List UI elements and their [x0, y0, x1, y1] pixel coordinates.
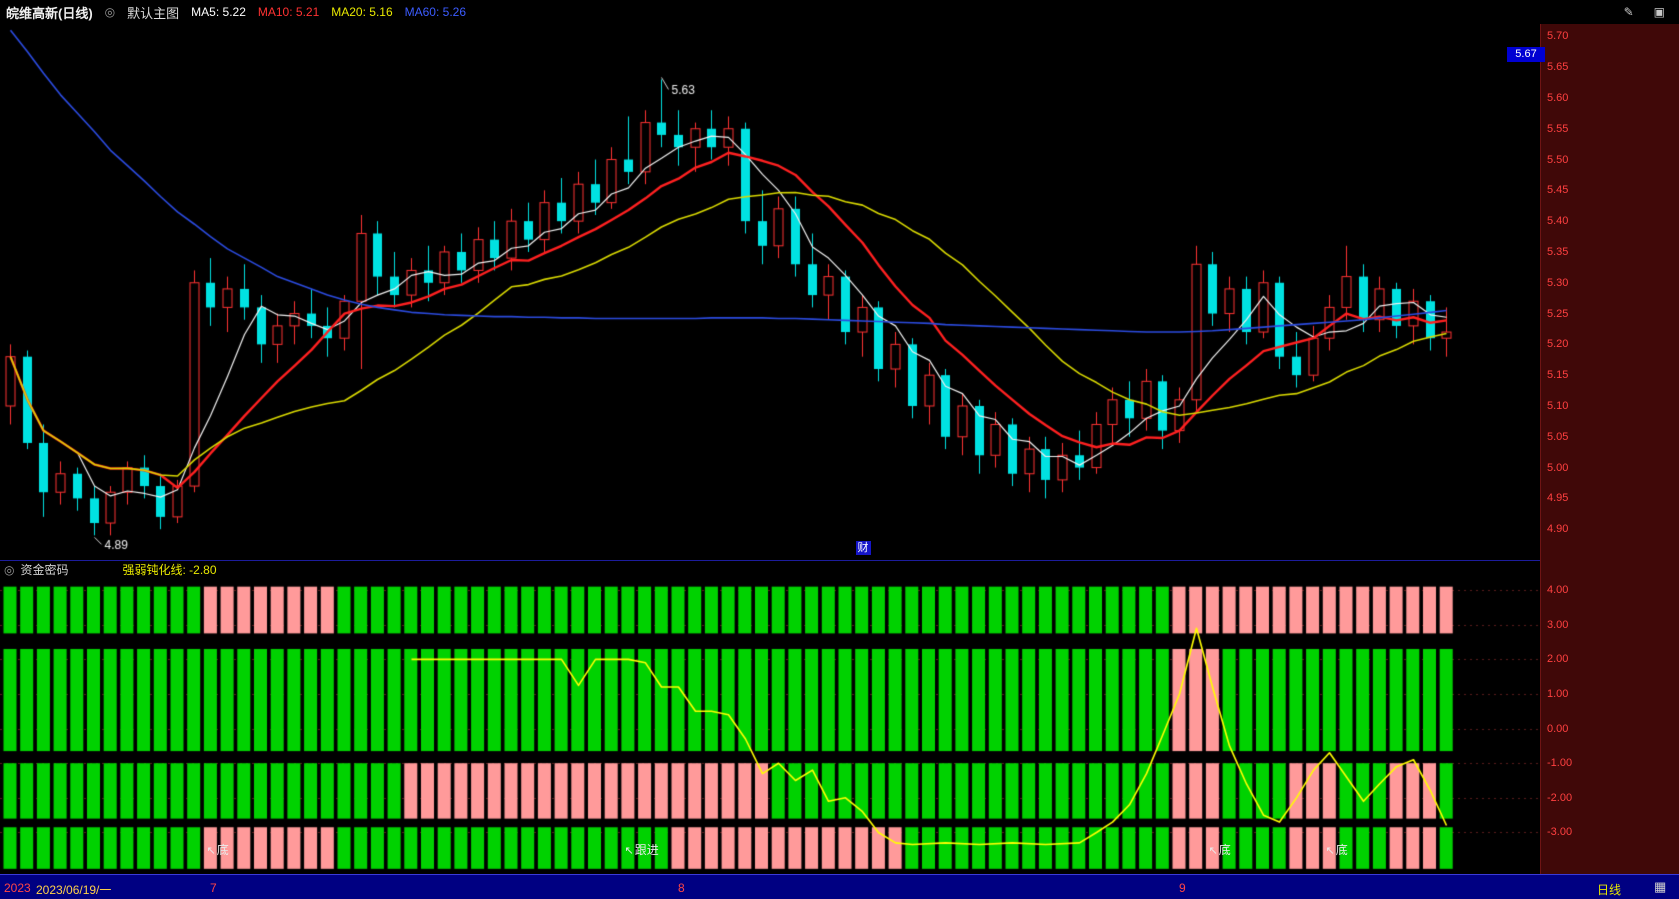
maximize-icon[interactable]: ▣: [1653, 5, 1665, 19]
price-tick-label: 5.30: [1547, 277, 1569, 289]
signal-marker-label: 底: [216, 843, 229, 857]
price-tick-label: 5.45: [1547, 184, 1569, 196]
date-label: 2023/06/19/一: [36, 883, 112, 897]
signal-marker-label: 底: [1218, 843, 1231, 857]
price-tick-label: 5.55: [1547, 123, 1569, 135]
time-axis-bar: 2023 2023/06/19/一 日线 ▦ 7 8 9: [0, 874, 1679, 899]
arrow-up-left-icon: ↖: [1208, 845, 1218, 857]
indicator-toggle-icon[interactable]: ◎: [4, 562, 15, 577]
ma5-value-label: MA5: 5.22: [191, 5, 246, 19]
indicator-tick-label: 0.00: [1547, 723, 1569, 735]
indicator-tick-label: -2.00: [1547, 792, 1573, 804]
indicator-tick-label: -1.00: [1547, 757, 1573, 769]
topbar: 皖维高新(日线) ◎ 默认主图 MA5: 5.22 MA10: 5.21 MA2…: [0, 0, 1679, 24]
year-label: 2023: [4, 881, 31, 895]
arrow-up-left-icon: ↖: [206, 845, 216, 857]
price-tick-label: 5.70: [1547, 30, 1569, 42]
current-price-badge: 5.67: [1507, 47, 1545, 62]
price-tick-label: 5.35: [1547, 246, 1569, 258]
price-tick-label: 4.95: [1547, 492, 1569, 504]
chart-style-toggle-icon[interactable]: ◎: [104, 5, 116, 19]
indicator-tick-label: -3.00: [1547, 826, 1573, 838]
indicator-header: ◎ 资金密码 强弱钝化线: -2.80: [0, 560, 1540, 578]
stock-title[interactable]: 皖维高新(日线): [6, 5, 93, 21]
layout-grid-icon[interactable]: ▦: [1654, 879, 1667, 894]
price-tick-label: 5.60: [1547, 92, 1569, 104]
price-tick-label: 5.10: [1547, 400, 1569, 412]
signal-marker: ↖跟进: [625, 841, 659, 858]
indicator-tick-label: 2.00: [1547, 653, 1569, 665]
indicator-tick-label: 3.00: [1547, 619, 1569, 631]
indicator-tick-label: 4.00: [1547, 584, 1569, 596]
indicator-line-value: 强弱钝化线: -2.80: [122, 563, 217, 577]
period-label[interactable]: 日线: [1597, 883, 1622, 897]
ma20-value-label: MA20: 5.16: [331, 5, 393, 19]
month-tick-label: 7: [210, 881, 217, 895]
ma60-value-label: MA60: 5.26: [404, 5, 466, 19]
price-tick-label: 5.05: [1547, 431, 1569, 443]
indicator-tick-label: 1.00: [1547, 688, 1569, 700]
news-flag[interactable]: 财: [855, 541, 871, 555]
price-tick-label: 5.40: [1547, 215, 1569, 227]
indicator-chart-canvas[interactable]: [0, 578, 1540, 874]
ma10-value-label: MA10: 5.21: [257, 5, 320, 19]
month-tick-label: 8: [678, 881, 685, 895]
indicator-name[interactable]: 资金密码: [20, 563, 69, 577]
arrow-up-left-icon: ↖: [624, 845, 634, 857]
price-axis: 5.67 5.70 5.65 5.60 5.55 5.50 5.45 5.40 5.35 5.3…: [1507, 24, 1679, 874]
candlestick-chart-canvas[interactable]: [0, 24, 1540, 560]
price-tick-label: 4.90: [1547, 523, 1569, 535]
price-tick-label: 5.00: [1547, 462, 1569, 474]
price-tick-label: 5.50: [1547, 154, 1569, 166]
signal-marker-label: 跟进: [634, 843, 659, 857]
month-tick-label: 9: [1179, 881, 1186, 895]
edit-icon[interactable]: ✎: [1623, 5, 1634, 19]
signal-marker: ↖底: [1209, 841, 1231, 858]
arrow-up-left-icon: ↖: [1325, 845, 1335, 857]
signal-marker: ↖底: [1326, 841, 1348, 858]
price-tick-label: 5.25: [1547, 308, 1569, 320]
signal-marker-label: 底: [1335, 843, 1348, 857]
main-chart-preset[interactable]: 默认主图: [127, 5, 180, 21]
price-tick-label: 5.15: [1547, 369, 1569, 381]
price-tick-label: 5.65: [1547, 61, 1569, 73]
price-tick-label: 5.20: [1547, 338, 1569, 350]
signal-marker: ↖底: [207, 841, 229, 858]
